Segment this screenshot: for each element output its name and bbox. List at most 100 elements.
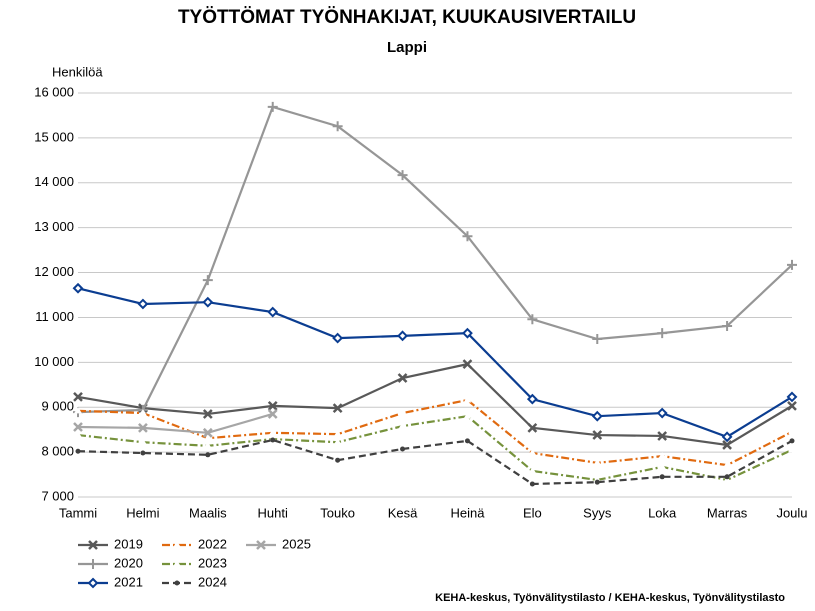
legend-marker [88, 559, 98, 569]
x-tick-label: Joulu [776, 505, 807, 520]
x-tick-label: Tammi [59, 505, 97, 520]
data-point [657, 431, 668, 441]
data-point [594, 479, 600, 485]
x-tick-label: Heinä [450, 505, 485, 520]
data-point [74, 406, 82, 414]
y-tick-label: 9 000 [41, 399, 74, 414]
data-point [723, 475, 731, 483]
data-point [463, 396, 472, 403]
series-line [77, 105, 793, 414]
legend-label: 2025 [282, 536, 311, 551]
legend-label: 2020 [114, 555, 143, 570]
data-point [592, 430, 603, 440]
y-tick-label: 10 000 [34, 354, 74, 369]
legend-label: 2024 [198, 574, 227, 589]
legend-label: 2022 [198, 536, 227, 551]
data-point [722, 320, 733, 331]
data-point [203, 434, 212, 441]
x-tick-label: Loka [648, 505, 677, 520]
data-point [462, 327, 473, 339]
y-tick-label: 16 000 [34, 84, 74, 99]
data-point [659, 474, 665, 480]
legend-marker [173, 560, 181, 567]
data-point [205, 452, 211, 458]
legend-label: 2021 [114, 574, 143, 589]
data-point [788, 445, 796, 453]
source: KEHA-keskus, Työnvälitystilasto / KEHA-k… [435, 592, 785, 604]
data-point [656, 407, 668, 419]
data-point [137, 298, 149, 310]
data-point [333, 430, 342, 437]
data-point [268, 428, 277, 436]
data-point [526, 393, 538, 405]
data-point [658, 462, 667, 470]
data-point [267, 101, 278, 112]
data-point [528, 449, 537, 456]
data-point [74, 431, 82, 438]
data-point [332, 121, 343, 132]
data-point [592, 333, 603, 344]
data-point [658, 452, 667, 459]
data-point [463, 412, 472, 419]
legend-marker [87, 577, 99, 589]
series-line [77, 362, 793, 447]
data-point [787, 400, 797, 411]
data-point [332, 332, 344, 344]
data-point [335, 457, 341, 463]
data-point [400, 446, 406, 452]
data-point [398, 409, 407, 416]
data-point [527, 314, 538, 325]
data-point [139, 438, 147, 445]
x-tick-label: Huhti [258, 505, 288, 520]
data-point [724, 474, 730, 480]
y-tick-label: 11 000 [35, 309, 74, 324]
data-point [333, 438, 342, 445]
data-point [788, 427, 796, 435]
data-point [73, 392, 83, 402]
series-line [77, 438, 793, 486]
data-point [527, 422, 538, 433]
x-tick-label: Kesä [388, 505, 418, 520]
data-point [789, 438, 795, 444]
data-point [267, 409, 278, 419]
data-point [332, 403, 343, 414]
legend-marker [256, 540, 266, 550]
y-axis-label: Henkilöä [52, 64, 103, 79]
data-point [397, 170, 408, 181]
series-line [77, 415, 793, 482]
data-point [203, 441, 212, 449]
y-tick-label: 8 000 [41, 444, 74, 459]
x-tick-label: Marras [707, 505, 748, 520]
data-point [786, 391, 798, 403]
x-tick-label: Syys [583, 505, 612, 520]
series-line [77, 398, 793, 467]
data-point [528, 466, 537, 474]
data-point [723, 461, 731, 468]
data-point [593, 458, 602, 466]
data-point [398, 422, 407, 429]
y-tick-label: 15 000 [34, 129, 74, 144]
x-tick-label: Elo [523, 505, 542, 520]
data-point [138, 422, 148, 433]
x-tick-label: Maalis [189, 505, 227, 520]
data-point [202, 275, 213, 286]
data-point [202, 296, 214, 308]
data-point [139, 409, 147, 416]
y-tick-label: 12 000 [34, 264, 74, 279]
legend-label: 2023 [198, 555, 227, 570]
data-point [657, 328, 668, 339]
y-tick-label: 7 000 [41, 488, 74, 503]
data-point [462, 359, 473, 370]
data-point [462, 231, 473, 242]
series-line [77, 287, 793, 439]
series-line [77, 412, 274, 434]
y-tick-label: 14 000 [34, 174, 74, 189]
data-point [267, 400, 278, 411]
legend-marker [88, 540, 98, 550]
data-point [72, 282, 84, 294]
data-point [270, 437, 276, 443]
data-point [529, 481, 535, 487]
chart-title: TYÖTTÖMAT TYÖNHAKIJAT, KUUKAUSIVERTAILU [178, 7, 636, 28]
x-tick-label: Touko [320, 505, 355, 520]
